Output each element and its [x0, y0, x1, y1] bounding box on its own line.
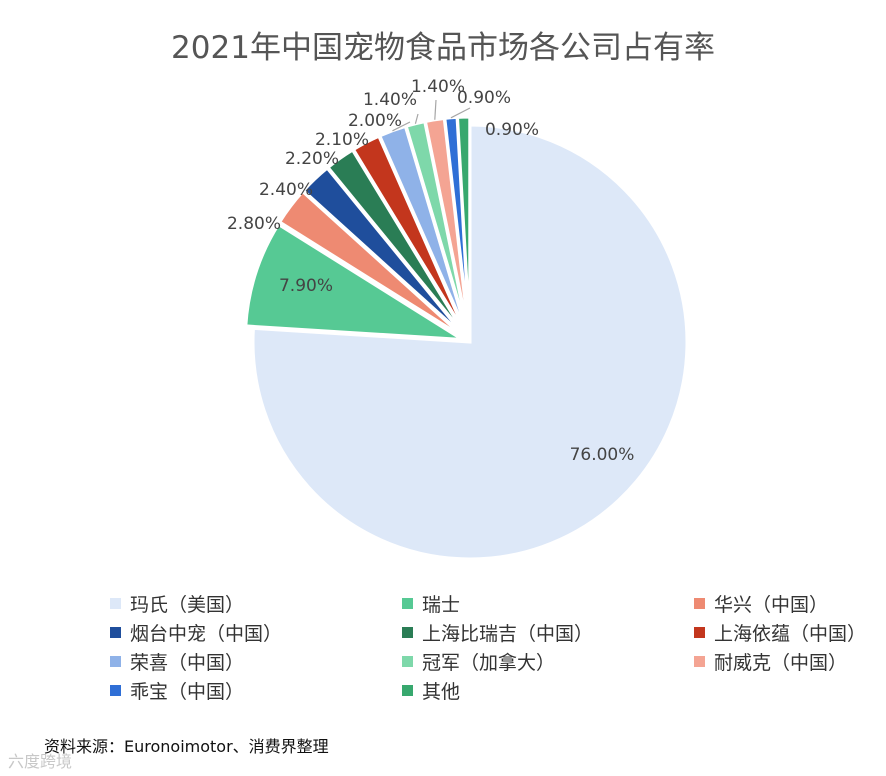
legend-label: 荣喜（中国） — [130, 652, 245, 674]
leader-line — [434, 99, 437, 120]
source-note: 资料来源：Euronoimotor、消费界整理 — [44, 737, 329, 756]
legend-swatch — [402, 627, 413, 638]
legend-label: 上海依蕴（中国） — [714, 623, 867, 645]
legend-label: 耐威克（中国） — [714, 652, 848, 674]
pie-chart: 76.00%7.90%2.80%2.40%2.20%2.10%2.00%1.40… — [227, 77, 689, 561]
legend-item: 冠军（加拿大） — [402, 648, 694, 675]
legend-label: 烟台中宠（中国） — [130, 623, 283, 645]
legend-item: 耐威克（中国） — [694, 648, 886, 675]
legend-swatch — [694, 627, 705, 638]
legend-item: 上海依蕴（中国） — [694, 619, 886, 646]
slice-data-label: 2.40% — [259, 180, 313, 200]
leader-line — [392, 121, 411, 132]
legend-swatch — [402, 685, 413, 696]
legend-item: 华兴（中国） — [694, 590, 886, 617]
slice-data-label: 1.40% — [363, 90, 417, 110]
pie-slice — [244, 222, 464, 342]
legend-swatch — [694, 598, 705, 609]
legend-item: 其他 — [402, 677, 694, 704]
slice-data-label: 2.10% — [315, 130, 369, 150]
legend-swatch — [402, 656, 413, 667]
legend-swatch — [402, 598, 413, 609]
leader-line — [414, 113, 419, 124]
legend-swatch — [110, 598, 121, 609]
legend-label: 瑞士 — [422, 594, 461, 616]
legend-label: 华兴（中国） — [714, 594, 829, 616]
slice-data-label: 0.90% — [457, 88, 511, 108]
slice-data-label: 1.40% — [411, 77, 465, 97]
legend-swatch — [110, 685, 121, 696]
slice-data-label: 2.00% — [348, 111, 402, 131]
slice-data-label: 7.90% — [279, 276, 333, 296]
watermark: 六度跨境 — [8, 752, 73, 771]
slice-data-label: 2.80% — [227, 214, 281, 234]
legend-item: 上海比瑞吉（中国） — [402, 619, 694, 646]
legend-label: 上海比瑞吉（中国） — [422, 623, 594, 645]
legend-swatch — [694, 656, 705, 667]
legend-item: 烟台中宠（中国） — [110, 619, 402, 646]
legend-label: 玛氏（美国） — [130, 594, 245, 616]
slice-data-label: 2.20% — [285, 149, 339, 169]
pie-slice — [251, 123, 689, 561]
pie-slice — [455, 115, 472, 335]
legend-swatch — [110, 656, 121, 667]
legend-item: 玛氏（美国） — [110, 590, 402, 617]
chart-legend: 玛氏（美国） 瑞士 华兴（中国） 烟台中宠（中国） 上海比瑞吉（中国） 上海依蕴（中国） 荣… — [110, 590, 880, 704]
slice-data-label: 76.00% — [570, 445, 635, 465]
chart-title: 2021年中国宠物食品市场各公司占有率 — [171, 30, 715, 66]
legend-label: 其他 — [422, 681, 461, 703]
legend-label: 乖宝（中国） — [130, 681, 245, 703]
slice-data-label: 0.90% — [485, 120, 539, 140]
leader-line — [450, 107, 471, 119]
legend-item: 瑞士 — [402, 590, 694, 617]
legend-label: 冠军（加拿大） — [422, 652, 556, 674]
legend-swatch — [110, 627, 121, 638]
legend-item: 乖宝（中国） — [110, 677, 402, 704]
legend-item: 荣喜（中国） — [110, 648, 402, 675]
